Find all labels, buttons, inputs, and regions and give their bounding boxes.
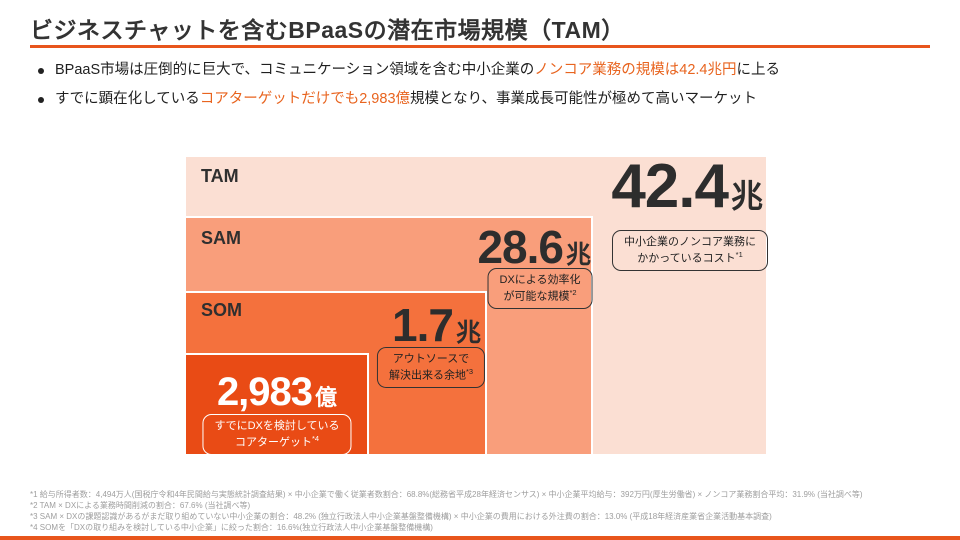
sam-note-ref: *2 <box>569 287 577 297</box>
som-note-line2-wrap: 解決出来る余地*3 <box>389 367 473 384</box>
sam-note-line2: が可能な規模 <box>503 290 570 303</box>
core-target-value: 2,983 億 <box>186 372 367 412</box>
bullet-dot <box>38 96 44 103</box>
som-note-line1: アウトソースで <box>392 353 470 365</box>
core-note-line2-wrap: コアターゲット*4 <box>214 434 339 451</box>
som-note-ref: *3 <box>465 366 474 376</box>
sam-note-line2-wrap: が可能な規模*2 <box>500 288 581 305</box>
bullet-1-post: に上る <box>736 62 781 78</box>
tam-value-number: 42.4 <box>611 152 729 221</box>
som-label: SOM <box>201 300 243 320</box>
footnote-1: *1 給与所得者数：4,494万人(国税庁令和4年民間給与実態統計調査結果) ×… <box>30 490 863 499</box>
tam-label: TAM <box>201 166 239 186</box>
sam-note-line1: DXによる効率化 <box>499 274 581 286</box>
bullet-text-1: BPaaS市場は圧倒的に巨大で、コミュニケーション領域を含む中小企業のノンコア業… <box>55 61 780 81</box>
footnote-2: *2 TAM × DXによる業務時間削減の割合：67.6% (当社調べ等) <box>30 501 251 511</box>
som-value-number: 1.7 <box>392 299 454 351</box>
sam-value-unit: 兆 <box>565 241 591 269</box>
tam-value-unit: 兆 <box>730 178 763 214</box>
footnote-4: *4 SOMを「DXの取り組みを検討している中小企業」に絞った割合：16.6%(… <box>30 523 433 533</box>
title-underline <box>30 45 930 48</box>
tam-note-line2-wrap: かかっているコスト*1 <box>624 250 756 267</box>
som-note-box: アウトソースで 解決出来る余地*3 <box>376 347 486 389</box>
sam-note-box: DXによる効率化 が可能な規模*2 <box>487 268 593 310</box>
bullet-1-pre: BPaaS市場は圧倒的に巨大で、コミュニケーション領域を含む中小企業の <box>55 62 535 78</box>
bullet-2-accent: コアターゲットだけでも2,983億 <box>199 90 411 107</box>
bullet-2-post: 規模となり、事業成長可能性が極めて高いマーケット <box>410 90 757 107</box>
core-value-number: 2,983 <box>216 370 313 414</box>
core-note-line2: コアターゲット <box>234 436 312 449</box>
footnotes: *1 給与所得者数：4,494万人(国税庁令和4年民間給与実態統計調査結果) ×… <box>30 489 863 533</box>
bullet-item-1: BPaaS市場は圧倒的に巨大で、コミュニケーション領域を含む中小企業のノンコア業… <box>36 61 780 81</box>
som-value: 1.7 兆 <box>392 299 481 351</box>
tam-value: 42.4 兆 <box>611 152 763 221</box>
som-note-line2: 解決出来る余地 <box>388 369 466 382</box>
som-value-unit: 兆 <box>455 319 481 347</box>
summary-bullets: BPaaS市場は圧倒的に巨大で、コミュニケーション領域を含む中小企業のノンコア業… <box>36 61 780 109</box>
tam-note-box: 中小企業のノンコア業務に かかっているコスト*1 <box>612 230 768 272</box>
footer-accent-bar <box>0 536 960 540</box>
bullet-item-2: すでに顕在化しているコアターゲットだけでも2,983億規模となり、事業成長可能性… <box>36 90 780 110</box>
core-note-box: すでにDXを検討している コアターゲット*4 <box>202 414 352 456</box>
core-value-unit: 億 <box>315 385 337 410</box>
bullet-1-accent: ノンコア業務の規模は42.4兆円 <box>534 62 737 78</box>
bullet-dot <box>38 68 44 74</box>
sam-value-number: 28.6 <box>477 221 564 273</box>
core-note-line1: すでにDXを検討している <box>214 420 340 432</box>
footnote-3: *3 SAM × DXの課題認識があるがまだ取り組めていない中小企業の割合：48… <box>30 512 772 522</box>
sam-value: 28.6 兆 <box>477 221 591 273</box>
sam-label: SAM <box>201 228 241 248</box>
core-target-box <box>184 353 369 456</box>
core-note-ref: *4 <box>311 433 320 443</box>
page-title: ビジネスチャットを含むBPaaSの潜在市場規模（TAM） <box>30 17 625 43</box>
tam-note-line2: かかっているコスト <box>637 252 736 265</box>
bullet-2-pre: すでに顕在化している <box>55 90 200 107</box>
bullet-text-2: すでに顕在化しているコアターゲットだけでも2,983億規模となり、事業成長可能性… <box>55 90 757 110</box>
tam-note-ref: *1 <box>735 249 743 259</box>
tam-note-line1: 中小企業のノンコア業務に <box>624 236 756 248</box>
